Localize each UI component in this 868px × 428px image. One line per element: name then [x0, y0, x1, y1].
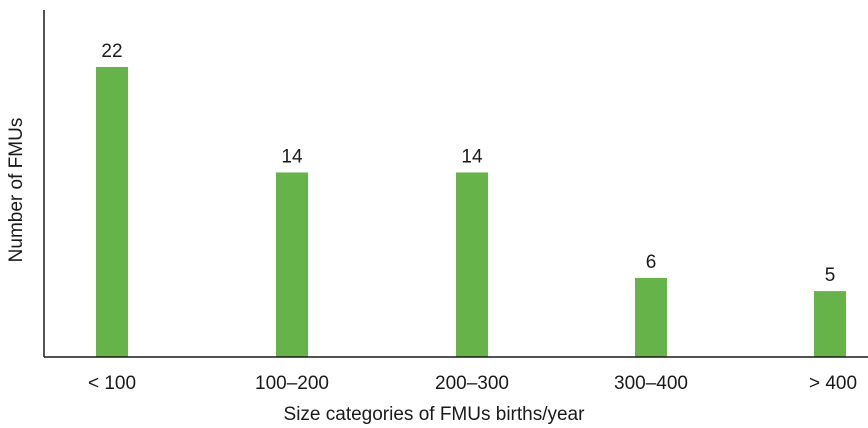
bar-value-label-0: 22	[101, 41, 122, 62]
bar-2	[456, 172, 488, 357]
x-tick-label-2: 200–300	[435, 373, 509, 394]
bar-value-label-3: 6	[646, 252, 657, 273]
bar-0	[96, 67, 128, 357]
x-tick-label-3: 300–400	[614, 373, 688, 394]
bars-group	[96, 67, 846, 357]
bar-3	[635, 277, 667, 357]
x-tick-label-4: > 400	[809, 373, 857, 394]
y-axis-title: Number of FMUs	[6, 118, 27, 263]
x-tick-label-0: < 100	[88, 373, 136, 394]
bar-4	[814, 291, 846, 357]
bar-value-label-2: 14	[461, 146, 483, 167]
x-tick-label-1: 100–200	[255, 373, 329, 394]
bar-value-label-4: 5	[825, 265, 836, 286]
x-axis-title: Size categories of FMUs births/year	[284, 404, 586, 425]
x-tick-labels-group: < 100 100–200 200–300 300–400 > 400	[88, 373, 857, 394]
bar-value-label-1: 14	[281, 146, 303, 167]
bar-1	[276, 172, 308, 357]
value-labels-group: 22 14 14 6 5	[101, 41, 835, 286]
